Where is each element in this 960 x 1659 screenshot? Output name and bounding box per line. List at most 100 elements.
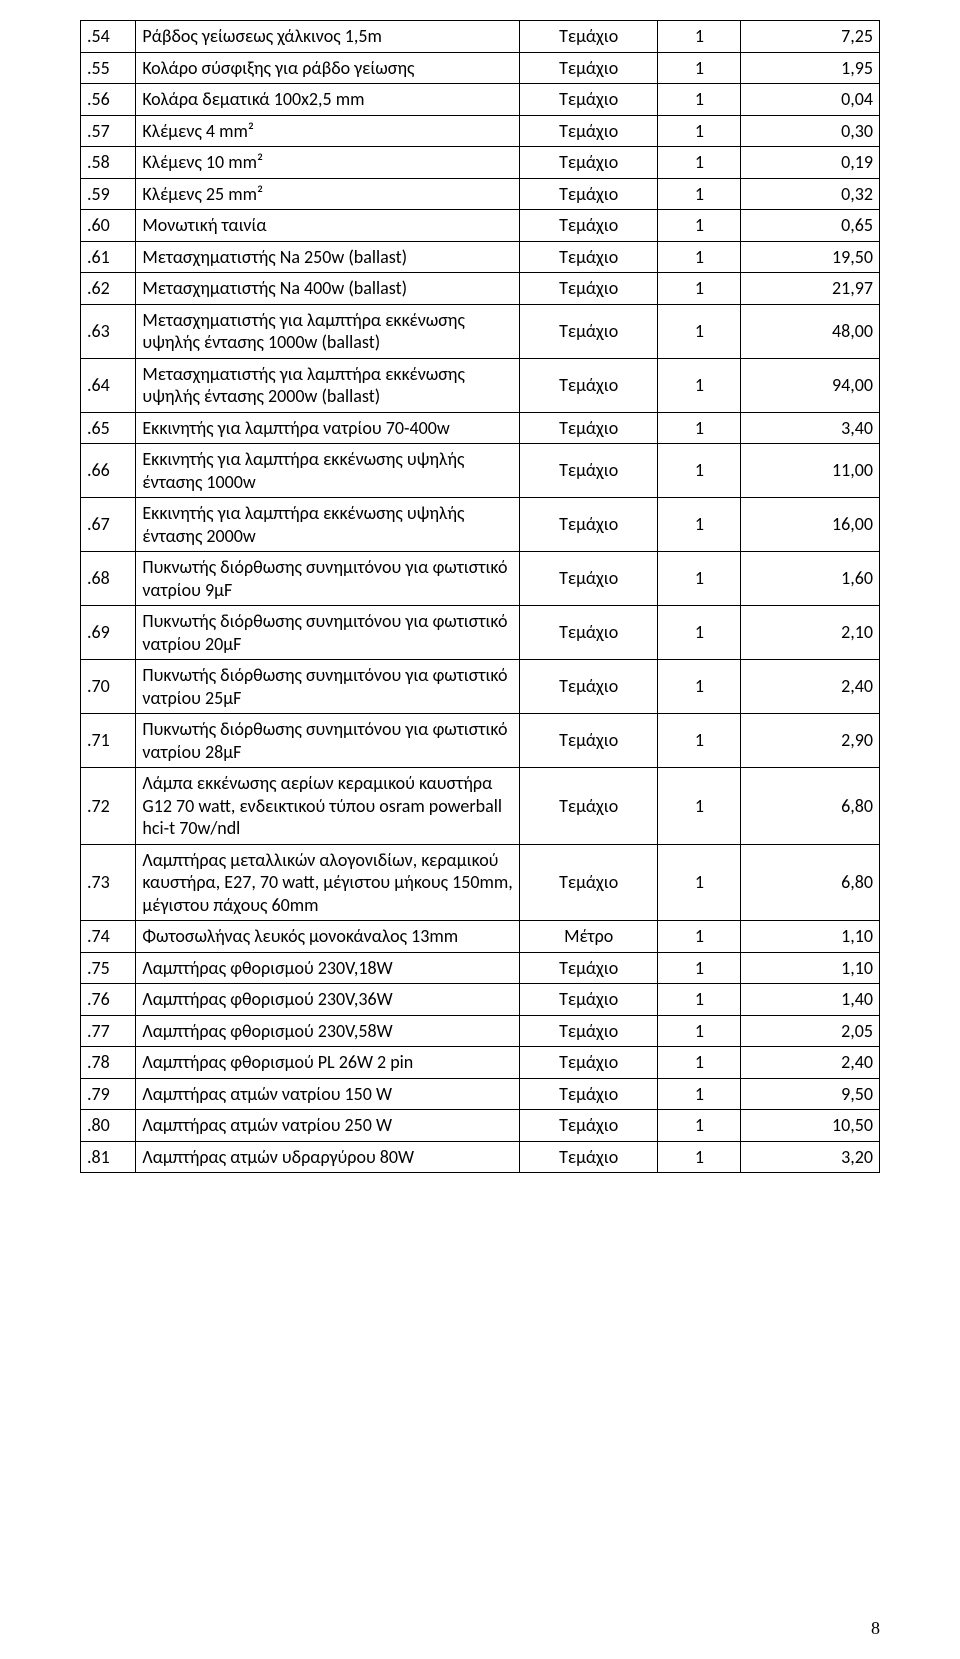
cell-price: 2,90 [741,714,880,768]
cell-desc: Πυκνωτής διόρθωσης συνημιτόνου για φωτισ… [136,660,520,714]
cell-unit: Τεμάχιο [519,178,657,210]
cell-desc: Λαμπτήρας φθορισμού PL 26W 2 pin [136,1047,520,1079]
cell-qty: 1 [658,921,741,953]
cell-price: 11,00 [741,444,880,498]
cell-qty: 1 [658,714,741,768]
cell-unit: Τεμάχιο [519,714,657,768]
cell-qty: 1 [658,660,741,714]
cell-unit: Τεμάχιο [519,304,657,358]
cell-desc: Εκκινητής για λαμπτήρα εκκένωσης υψηλής … [136,498,520,552]
cell-price: 0,65 [741,210,880,242]
cell-id: .71 [81,714,136,768]
cell-desc: Κολάρα δεματικά 100x2,5 mm [136,84,520,116]
cell-unit: Τεμάχιο [519,1110,657,1142]
cell-unit: Τεμάχιο [519,1141,657,1173]
cell-price: 2,40 [741,660,880,714]
cell-id: .66 [81,444,136,498]
cell-unit: Τεμάχιο [519,21,657,53]
table-row: .77Λαμπτήρας φθορισμού 230V,58WΤεμάχιο12… [81,1015,880,1047]
cell-qty: 1 [658,273,741,305]
cell-id: .64 [81,358,136,412]
cell-desc: Λαμπτήρας μεταλλικών αλογονιδίων, κεραμι… [136,844,520,921]
cell-unit: Μέτρο [519,921,657,953]
cell-qty: 1 [658,552,741,606]
table-row: .65Εκκινητής για λαμπτήρα νατρίου 70-400… [81,412,880,444]
cell-desc: Εκκινητής για λαμπτήρα εκκένωσης υψηλής … [136,444,520,498]
table-row: .72Λάμπα εκκένωσης αερίων κεραμικού καυσ… [81,768,880,845]
cell-id: .67 [81,498,136,552]
page-number: 8 [871,1618,880,1639]
table-row: .63Μετασχηματιστής για λαμπτήρα εκκένωση… [81,304,880,358]
cell-desc: Λάμπα εκκένωσης αερίων κεραμικού καυστήρ… [136,768,520,845]
table-row: .55Κολάρο σύσφιξης για ράβδο γείωσηςΤεμά… [81,52,880,84]
cell-unit: Τεμάχιο [519,241,657,273]
page-container: .54Ράβδος γείωσεως χάλκινος 1,5mΤεμάχιο1… [0,0,960,1659]
cell-id: .61 [81,241,136,273]
cell-unit: Τεμάχιο [519,952,657,984]
cell-desc: Πυκνωτής διόρθωσης συνημιτόνου για φωτισ… [136,606,520,660]
cell-qty: 1 [658,21,741,53]
cell-id: .73 [81,844,136,921]
cell-desc: Λαμπτήρας φθορισμού 230V,18W [136,952,520,984]
cell-qty: 1 [658,844,741,921]
cell-price: 2,40 [741,1047,880,1079]
cell-price: 21,97 [741,273,880,305]
cell-unit: Τεμάχιο [519,52,657,84]
cell-price: 9,50 [741,1078,880,1110]
cell-qty: 1 [658,768,741,845]
price-table: .54Ράβδος γείωσεως χάλκινος 1,5mΤεμάχιο1… [80,20,880,1173]
cell-price: 1,40 [741,984,880,1016]
cell-unit: Τεμάχιο [519,660,657,714]
cell-price: 1,10 [741,952,880,984]
cell-unit: Τεμάχιο [519,984,657,1016]
cell-qty: 1 [658,358,741,412]
cell-unit: Τεμάχιο [519,210,657,242]
cell-desc: Μετασχηματιστής Νa 400w (ballast) [136,273,520,305]
cell-desc: Πυκνωτής διόρθωσης συνημιτόνου για φωτισ… [136,714,520,768]
cell-desc: Μετασχηματιστής για λαμπτήρα εκκένωσης υ… [136,304,520,358]
cell-id: .60 [81,210,136,242]
table-row: .69Πυκνωτής διόρθωσης συνημιτόνου για φω… [81,606,880,660]
price-table-body: .54Ράβδος γείωσεως χάλκινος 1,5mΤεμάχιο1… [81,21,880,1173]
cell-desc: Πυκνωτής διόρθωσης συνημιτόνου για φωτισ… [136,552,520,606]
cell-price: 6,80 [741,768,880,845]
cell-qty: 1 [658,210,741,242]
table-row: .75Λαμπτήρας φθορισμού 230V,18WΤεμάχιο11… [81,952,880,984]
cell-unit: Τεμάχιο [519,1015,657,1047]
cell-desc: Λαμπτήρας ατμών νατρίου 150 W [136,1078,520,1110]
cell-price: 16,00 [741,498,880,552]
cell-desc: Λαμπτήρας φθορισμού 230V,58W [136,1015,520,1047]
cell-unit: Τεμάχιο [519,552,657,606]
cell-price: 2,10 [741,606,880,660]
table-row: .79Λαμπτήρας ατμών νατρίου 150 WΤεμάχιο1… [81,1078,880,1110]
table-row: .60Μονωτική ταινίαΤεμάχιο10,65 [81,210,880,242]
cell-desc: Μετασχηματιστής Νa 250w (ballast) [136,241,520,273]
cell-unit: Τεμάχιο [519,84,657,116]
cell-price: 0,32 [741,178,880,210]
cell-qty: 1 [658,412,741,444]
cell-unit: Τεμάχιο [519,115,657,147]
cell-desc: Ράβδος γείωσεως χάλκινος 1,5m [136,21,520,53]
cell-unit: Τεμάχιο [519,412,657,444]
table-row: .70Πυκνωτής διόρθωσης συνημιτόνου για φω… [81,660,880,714]
cell-unit: Τεμάχιο [519,498,657,552]
cell-id: .79 [81,1078,136,1110]
cell-qty: 1 [658,444,741,498]
cell-price: 10,50 [741,1110,880,1142]
cell-price: 19,50 [741,241,880,273]
cell-desc: Κλέμενς 4 mm² [136,115,520,147]
cell-qty: 1 [658,1015,741,1047]
cell-qty: 1 [658,178,741,210]
cell-qty: 1 [658,498,741,552]
table-row: .56Κολάρα δεματικά 100x2,5 mmΤεμάχιο10,0… [81,84,880,116]
cell-qty: 1 [658,1078,741,1110]
table-row: .62Μετασχηματιστής Νa 400w (ballast)Τεμά… [81,273,880,305]
table-row: .80Λαμπτήρας ατμών νατρίου 250 WΤεμάχιο1… [81,1110,880,1142]
cell-qty: 1 [658,115,741,147]
cell-price: 1,60 [741,552,880,606]
cell-desc: Λαμπτήρας φθορισμού 230V,36W [136,984,520,1016]
table-row: .54Ράβδος γείωσεως χάλκινος 1,5mΤεμάχιο1… [81,21,880,53]
cell-id: .81 [81,1141,136,1173]
cell-price: 0,04 [741,84,880,116]
cell-id: .58 [81,147,136,179]
